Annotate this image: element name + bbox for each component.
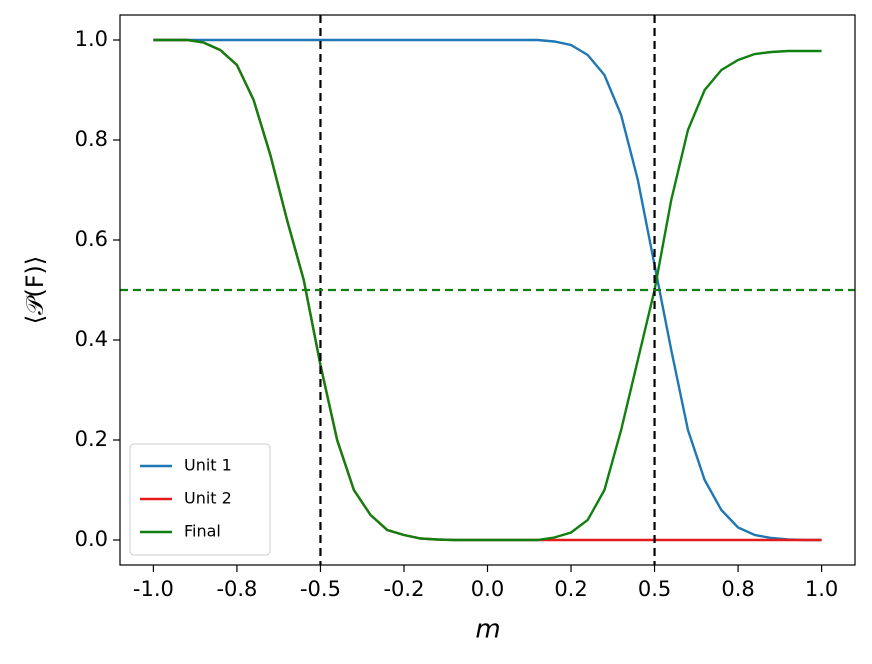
legend-label: Unit 1: [184, 456, 232, 475]
y-tick-label: 0.2: [75, 427, 108, 451]
legend-box: [129, 443, 271, 556]
plot-frame: [119, 14, 856, 566]
y-tick-label: 0.6: [75, 227, 108, 251]
x-tick-label: 1.0: [805, 577, 838, 601]
x-tick-label: 0.0: [471, 577, 504, 601]
x-tick-label: 0.8: [721, 577, 754, 601]
series-line: [153, 38, 822, 542]
y-tick-label: 0.0: [75, 527, 108, 551]
y-axis-label: ⟨𝒫(F)⟩: [21, 256, 49, 325]
y-tick-label: 0.8: [75, 127, 108, 151]
y-tick-label: 0.4: [75, 327, 108, 351]
x-tick-label: -1.0: [133, 577, 174, 601]
x-tick-label: -0.2: [383, 577, 424, 601]
series-line: [153, 38, 822, 542]
y-tick-label: 1.0: [75, 27, 108, 51]
x-tick-label: 0.5: [638, 577, 671, 601]
x-axis-label: m: [475, 615, 500, 645]
x-tick-label: -0.5: [300, 577, 341, 601]
x-tick-label: -0.8: [216, 577, 257, 601]
legend-label: Final: [184, 522, 221, 541]
x-tick-label: 0.2: [554, 577, 587, 601]
legend-label: Unit 2: [184, 489, 232, 508]
